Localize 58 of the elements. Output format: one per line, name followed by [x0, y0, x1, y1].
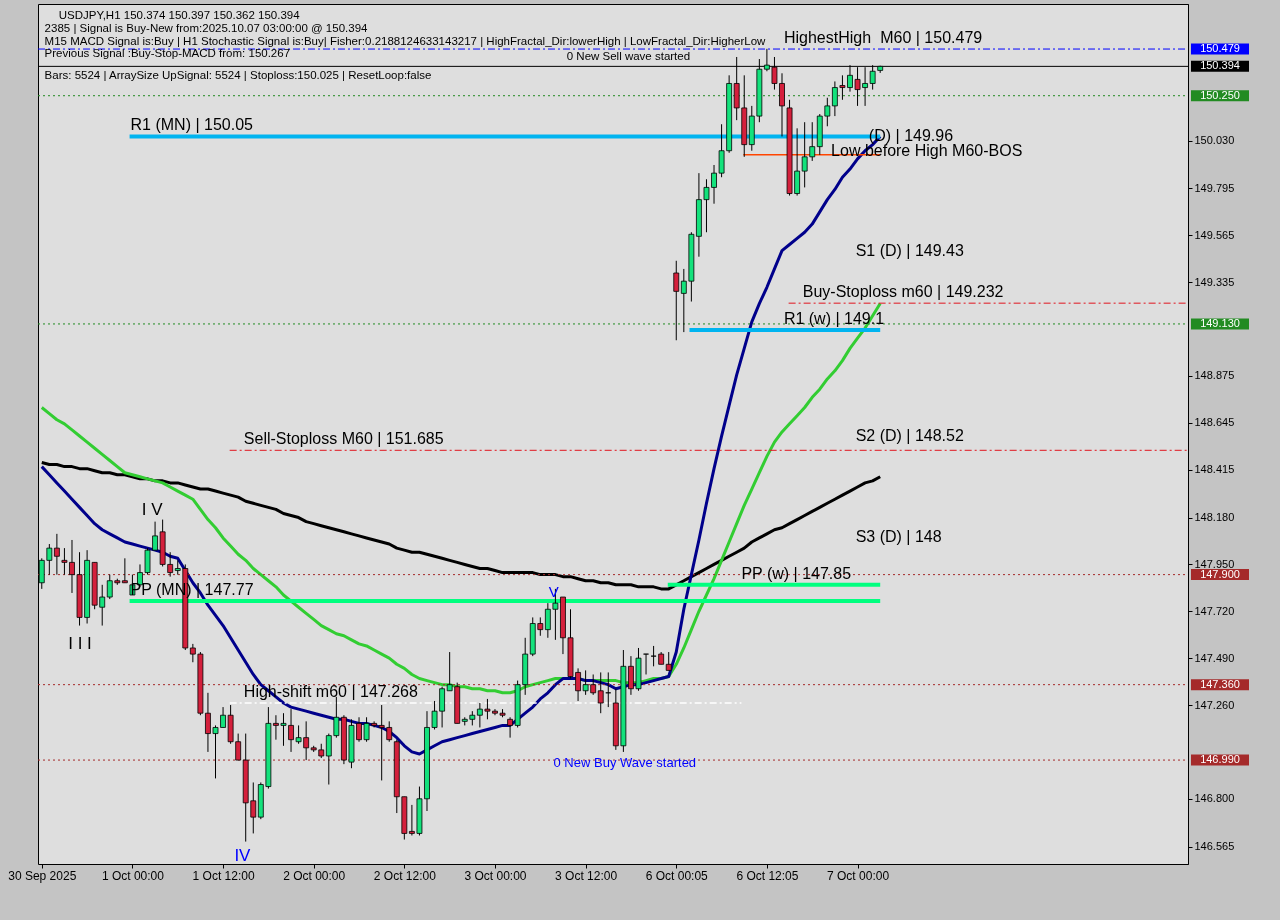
ref-line-label: R1 (MN) | 150.05: [130, 116, 254, 134]
ref-line-label: Buy-Stoploss m60 | 149.232: [802, 283, 1004, 301]
x-tick-label: 1 Oct 12:00: [192, 868, 255, 883]
y-tick-label: 147.260: [1194, 698, 1235, 711]
y-tick-label: 149.795: [1194, 181, 1235, 194]
y-tick-label: 148.875: [1194, 369, 1235, 382]
y-tick-label: 149.335: [1194, 275, 1235, 288]
x-tick-label: 7 Oct 00:00: [827, 868, 890, 883]
annotation: 2385 | Signal is Buy-New from:2025.10.07 03:00:00 @ 150.394: [44, 21, 369, 34]
annotation: M15 MACD Signal is:Buy | H1 Stochastic Signal is:Buy| Fisher:0.2188124633143217 | HighFractal_Dir:lowerHigh | LowFractal_Dir:HigherLow: [44, 35, 767, 48]
y-tick-label: 148.645: [1194, 416, 1235, 429]
annotation: Bars: 5524 | ArraySize UpSignal: 5524 | Stoploss:150.025 | ResetLoop:false: [44, 68, 432, 81]
y-tick-label: 149.565: [1194, 228, 1235, 241]
annotation: 0 New Sell wave started: [566, 49, 691, 62]
y-tick-label: 147.950: [1194, 557, 1235, 570]
y-tick-label: 147.490: [1194, 651, 1235, 664]
x-tick-label: 3 Oct 00:00: [464, 868, 527, 883]
y-tick-label: 146.800: [1194, 792, 1235, 805]
ref-line-label: 147.900: [1200, 567, 1240, 580]
annotation: HighestHigh: [783, 29, 872, 47]
annotation: Previous Signal :Buy-Stop-MACD from: 150.267: [44, 46, 291, 59]
ref-line-label: 147.360: [1200, 677, 1240, 690]
ref-line-label: 149.130: [1200, 316, 1240, 329]
ref-line-label: 150.479: [1200, 42, 1240, 55]
x-tick-label: 6 Oct 12:05: [736, 868, 799, 883]
y-tick-label: 150.030: [1194, 134, 1235, 147]
candlestick: [665, 651, 672, 671]
x-tick-label: 2 Oct 12:00: [373, 868, 437, 883]
y-tick-label: 148.415: [1194, 463, 1235, 476]
annotation: S2 (D) | 148.52: [855, 427, 964, 445]
candlestick: [643, 653, 649, 675]
annotation: 0 New Buy Wave started: [553, 755, 697, 771]
ref-line-label: 150.250: [1200, 88, 1240, 101]
x-tick-label: 3 Oct 12:00: [555, 868, 618, 883]
ref-line-label: Sell-Stoploss M60 | 151.685: [243, 430, 444, 448]
candlestick: [121, 557, 128, 584]
annotation: M60 | 150.479: [880, 29, 983, 47]
annotation: I I I: [68, 634, 92, 654]
annotation: I V: [141, 500, 164, 520]
annotation: S3 (D) | 148: [855, 527, 942, 545]
y-tick-label: 146.565: [1194, 840, 1235, 853]
x-tick-label: 1 Oct 00:00: [101, 868, 165, 883]
candlestick: [673, 260, 680, 341]
chart-title: USDJPY,H1 150.374 150.397 150.362 150.394: [58, 9, 301, 22]
annotation: S1 (D) | 149.43: [855, 242, 964, 260]
x-tick-label: 2 Oct 00:00: [283, 868, 346, 883]
y-tick-label: 147.720: [1194, 604, 1235, 617]
ref-line-label: 146.990: [1200, 753, 1240, 766]
candlestick: [650, 645, 657, 667]
annotation: IV: [234, 846, 252, 866]
y-tick-label: 148.180: [1194, 511, 1235, 524]
annotation: V: [548, 583, 559, 601]
candlestick: [53, 533, 60, 576]
x-tick-label: 6 Oct 00:05: [645, 868, 709, 883]
x-tick-label: 30 Sep 2025: [8, 868, 77, 883]
ref-line-label: 150.394: [1200, 59, 1240, 72]
candlestick: [597, 671, 604, 714]
ref-line-label: PP (w) | 147.85: [741, 564, 852, 582]
